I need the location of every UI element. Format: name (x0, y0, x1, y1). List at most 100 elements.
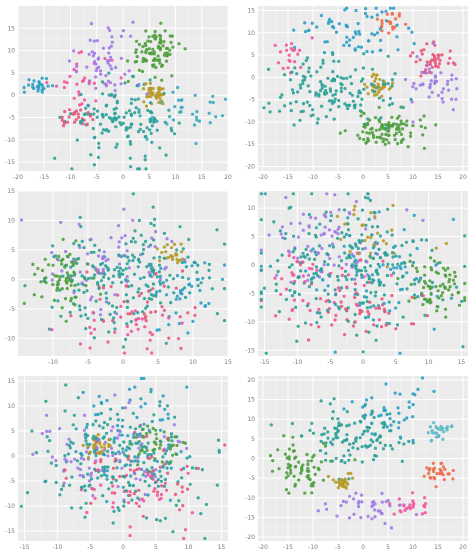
data-point (175, 261, 180, 265)
data-point (207, 111, 211, 115)
data-point (154, 432, 158, 436)
data-point (53, 156, 57, 160)
data-point (141, 427, 145, 431)
data-point (70, 278, 74, 282)
data-point (114, 457, 118, 461)
data-point (418, 58, 422, 62)
data-point (411, 441, 415, 445)
data-point (355, 333, 359, 337)
data-point (158, 446, 162, 450)
data-point (191, 319, 195, 323)
data-point (98, 297, 102, 301)
data-point (106, 454, 110, 458)
data-point (77, 288, 81, 292)
data-point (90, 486, 94, 491)
data-point (119, 76, 123, 80)
data-point (129, 125, 133, 129)
data-point (98, 292, 103, 296)
data-point (451, 278, 455, 282)
data-point (162, 40, 166, 44)
data-point (128, 483, 132, 487)
data-point (137, 42, 141, 47)
data-point (27, 78, 31, 82)
data-point (301, 298, 305, 303)
data-point (118, 474, 122, 479)
data-point (409, 131, 413, 135)
data-point (145, 137, 149, 141)
data-point (39, 280, 43, 284)
data-point (182, 466, 186, 471)
data-point (340, 304, 344, 308)
data-point (220, 114, 224, 118)
data-point (445, 82, 449, 86)
data-point (352, 497, 356, 501)
data-point (129, 101, 133, 105)
data-point (149, 221, 153, 226)
data-point (173, 132, 177, 136)
data-point (152, 440, 156, 444)
data-point (162, 245, 166, 249)
data-point (101, 128, 106, 132)
data-point (408, 503, 412, 507)
data-point (413, 282, 417, 286)
data-point (72, 49, 76, 53)
data-point (174, 452, 178, 456)
data-point (379, 38, 383, 43)
data-point (215, 228, 219, 232)
data-point (279, 292, 283, 296)
data-point (323, 225, 327, 229)
data-point (147, 245, 151, 249)
data-point (337, 105, 341, 109)
data-point (128, 525, 132, 529)
data-point (50, 278, 54, 282)
data-point (436, 65, 440, 69)
data-point (359, 269, 364, 273)
data-point (129, 142, 133, 146)
data-point (305, 304, 309, 308)
data-point (425, 466, 429, 470)
data-point (167, 438, 171, 442)
data-point (400, 459, 404, 463)
data-point (86, 433, 90, 438)
data-point (292, 234, 296, 238)
data-point (78, 473, 82, 477)
data-point (372, 304, 376, 308)
data-point (63, 468, 67, 472)
data-point (375, 73, 379, 77)
data-point (291, 449, 295, 453)
data-point (159, 479, 163, 483)
data-point (104, 291, 108, 295)
data-point (413, 296, 417, 300)
data-point (136, 290, 140, 294)
data-point (67, 443, 72, 448)
data-point (60, 287, 64, 291)
data-point (83, 488, 87, 492)
data-point (177, 42, 181, 46)
data-point (181, 288, 185, 292)
data-point (150, 466, 154, 470)
data-point (337, 481, 342, 485)
data-point (375, 31, 380, 35)
data-point (102, 250, 106, 254)
data-point (96, 412, 100, 416)
data-point (180, 98, 184, 102)
data-point (440, 90, 444, 94)
data-point (374, 128, 378, 132)
data-point (127, 69, 131, 73)
data-point (188, 482, 192, 486)
data-point (307, 285, 311, 289)
data-point (110, 35, 114, 39)
data-point (357, 268, 361, 272)
data-point (323, 84, 327, 88)
data-point (354, 491, 358, 495)
data-point (416, 295, 420, 299)
data-point (284, 232, 288, 236)
data-point (161, 394, 165, 398)
data-point (293, 290, 297, 294)
data-point (141, 59, 145, 64)
data-point (287, 253, 291, 258)
data-point (427, 67, 431, 71)
data-point (276, 259, 280, 263)
data-point (148, 274, 152, 278)
data-point (432, 259, 436, 263)
